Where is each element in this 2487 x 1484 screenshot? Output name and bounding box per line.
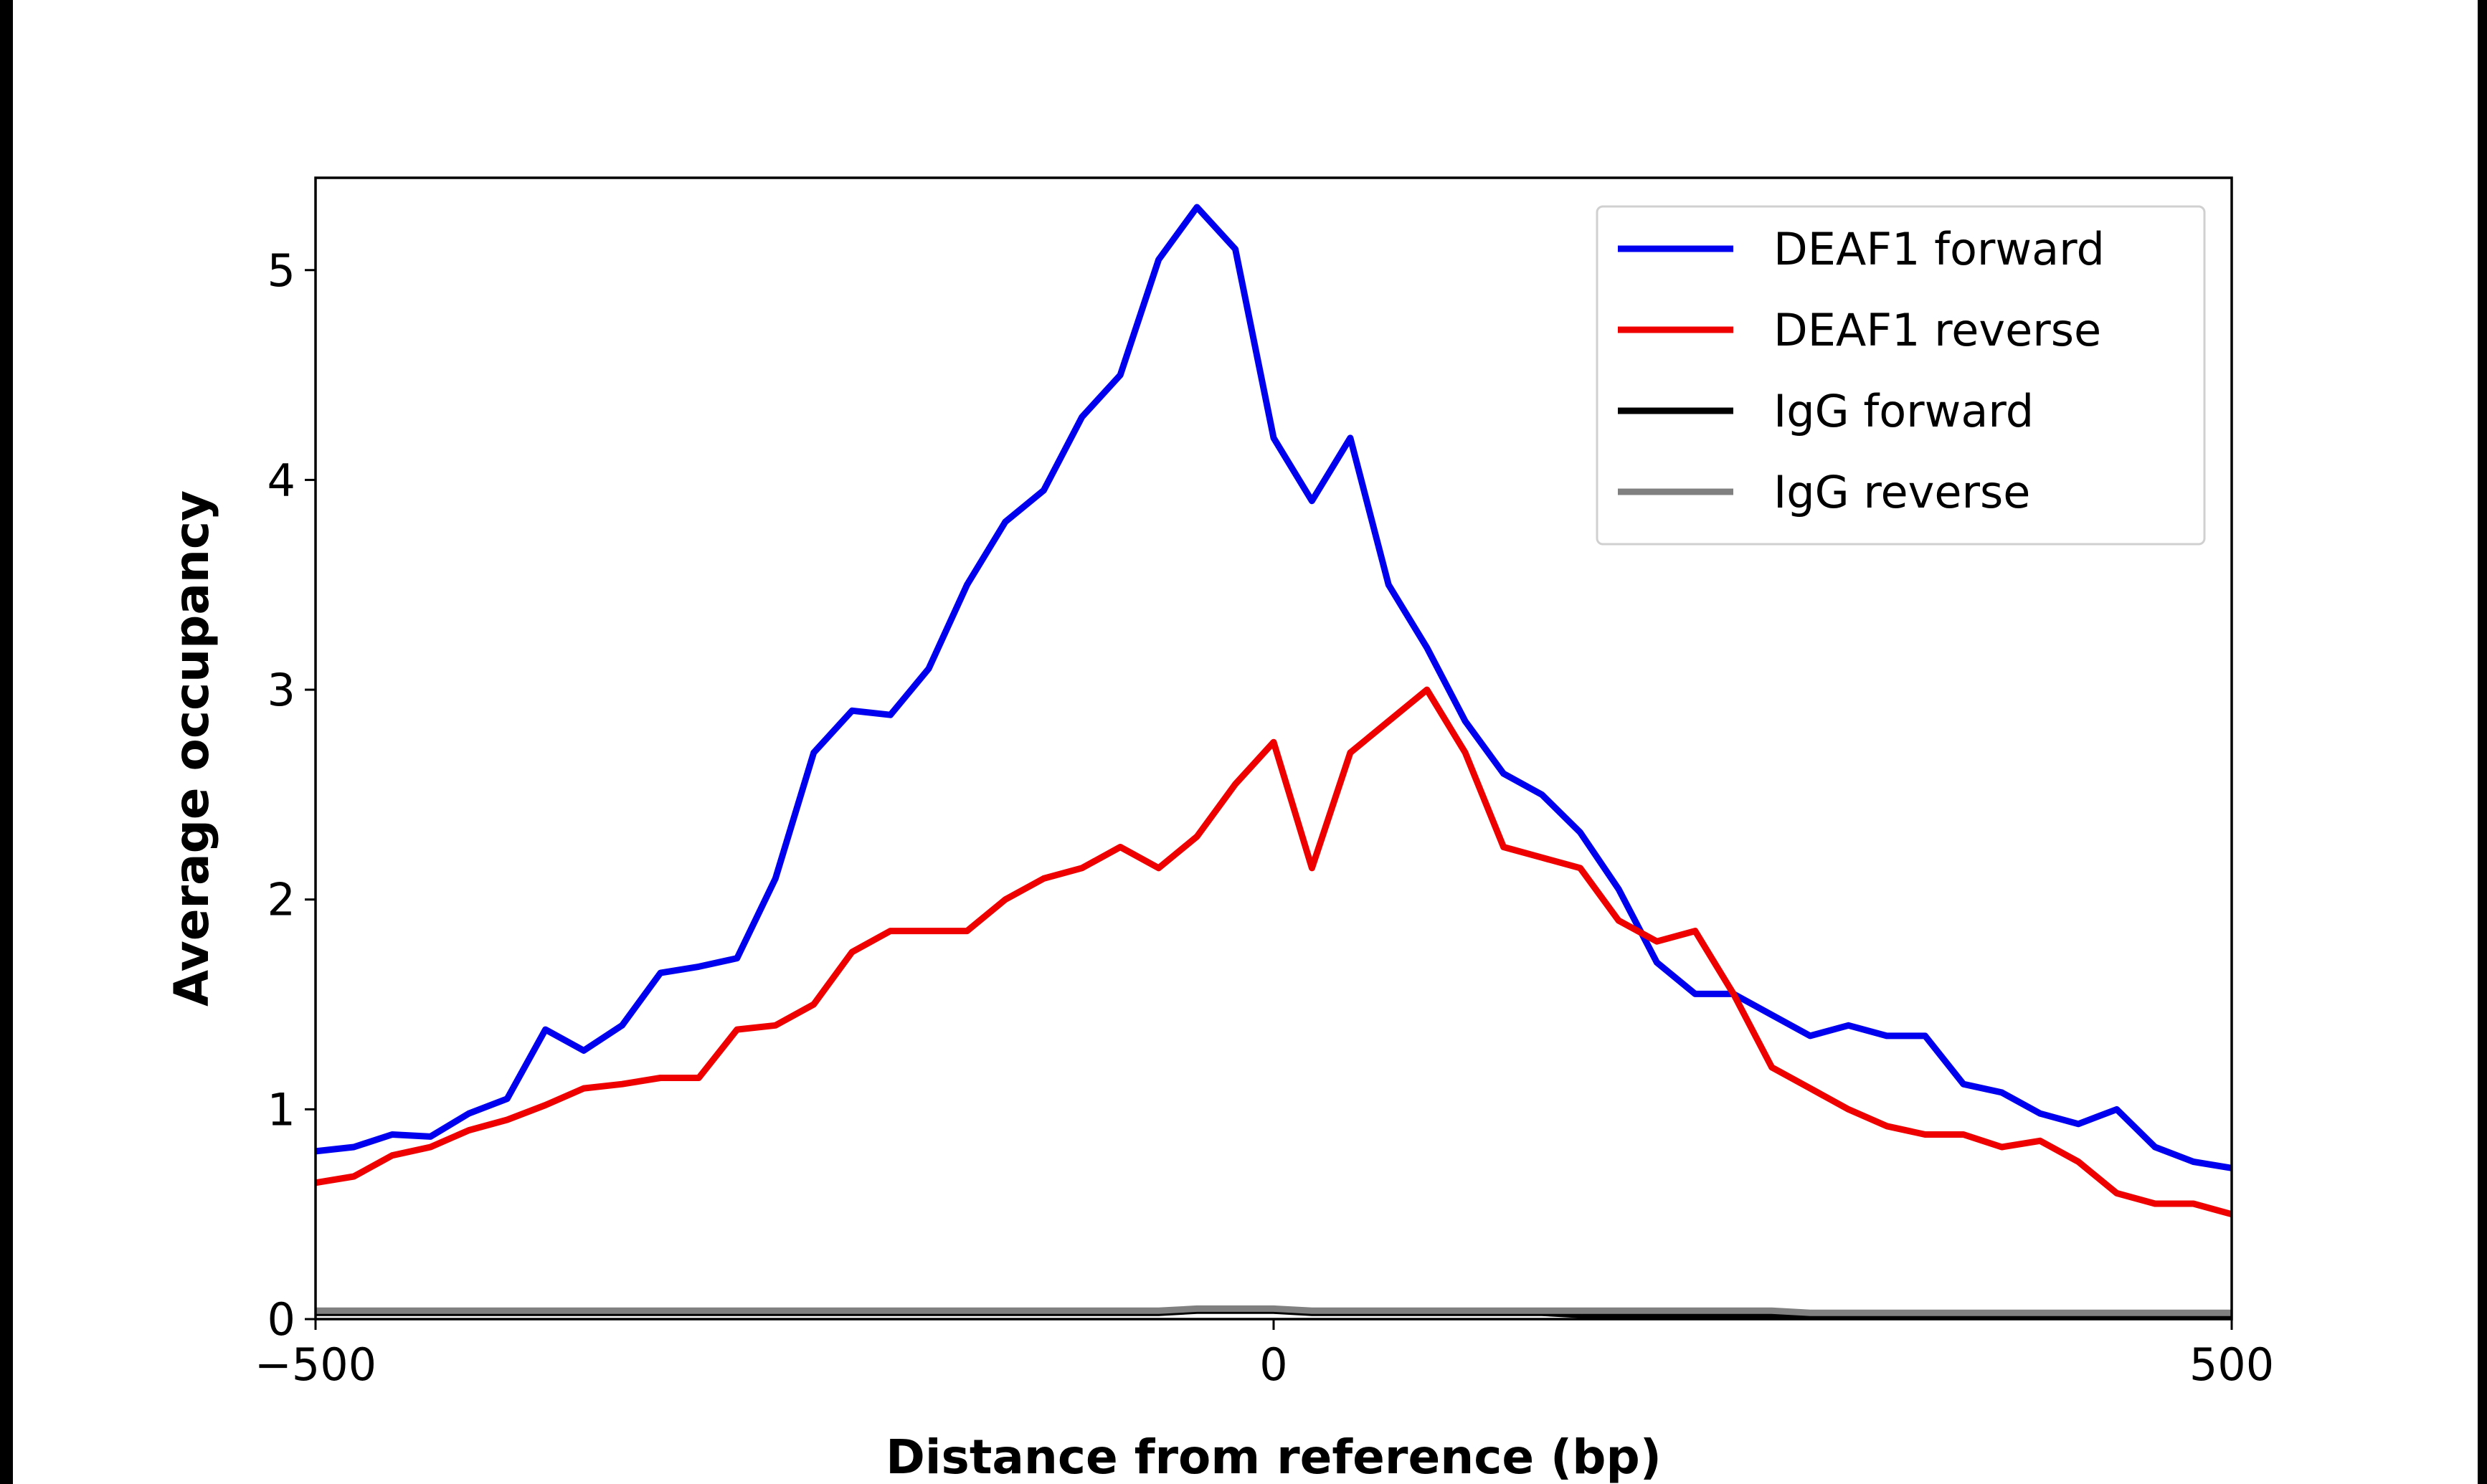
y-tick-label: 1 <box>267 1083 295 1136</box>
x-axis-label: Distance from reference (bp) <box>886 1430 1662 1484</box>
legend-box <box>1596 205 2206 546</box>
y-tick-label: 0 <box>267 1293 295 1346</box>
legend-label: IgG reverse <box>1773 466 2030 518</box>
plot-frame <box>314 176 2233 1321</box>
y-tick-label: 2 <box>267 874 295 926</box>
x-tick-label: 0 <box>1259 1338 1287 1391</box>
x-tick-label: −500 <box>255 1338 376 1391</box>
data-line <box>316 1305 2232 1316</box>
y-tick-label: 5 <box>267 244 295 297</box>
x-tick-label: 500 <box>2189 1338 2274 1391</box>
left-edge <box>0 0 13 1484</box>
y-tick-label: 3 <box>267 664 295 716</box>
data-line <box>315 204 2232 1171</box>
y-tick-label: 4 <box>267 454 295 506</box>
legend-label: DEAF1 forward <box>1773 223 2105 275</box>
legend-label: DEAF1 reverse <box>1773 304 2101 356</box>
right-edge <box>2478 0 2487 1484</box>
data-line <box>315 686 2233 1218</box>
y-axis-label: Average occupancy <box>164 490 219 1007</box>
legend-label: IgG forward <box>1773 385 2034 437</box>
